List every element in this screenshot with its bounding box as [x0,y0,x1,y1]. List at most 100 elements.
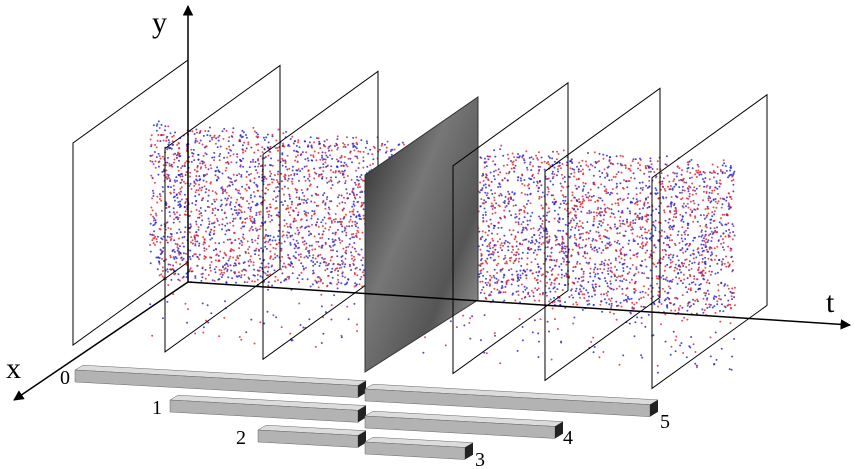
event-point [548,210,551,213]
event-point [486,257,489,260]
event-point [694,236,697,239]
event-point [491,192,494,195]
event-point [321,236,324,239]
event-point [523,184,526,187]
event-point [275,206,278,209]
event-point [230,135,233,138]
event-point [688,185,691,188]
event-point [619,197,622,200]
event-point [238,271,240,274]
event-point [517,290,520,293]
event-point [535,239,538,241]
event-point [538,197,541,200]
event-point [156,139,159,142]
event-point [696,163,699,166]
event-point [209,231,212,234]
event-point [340,282,343,285]
event-point [276,186,279,188]
event-point [149,154,152,157]
event-point [326,285,328,288]
event-point [258,162,260,165]
event-point [189,175,191,178]
event-point [540,156,543,159]
event-point [175,257,178,260]
event-point [242,131,245,134]
event-point [202,174,205,176]
event-point [573,316,576,319]
event-point [558,217,561,220]
event-point [628,180,631,182]
event-point [299,154,302,156]
event-point [602,351,605,353]
event-point [635,268,638,271]
event-point [334,170,337,172]
event-point [672,171,675,174]
event-point [677,272,679,275]
event-point [283,240,286,243]
event-point [621,280,624,283]
event-point [213,156,216,159]
event-point [178,152,181,155]
event-point [267,216,270,218]
event-point [733,234,736,237]
event-point [684,286,687,289]
event-point [205,230,207,233]
event-point [532,295,535,298]
event-point [169,215,172,217]
event-point [691,167,694,170]
event-point [715,206,718,209]
event-point [294,159,297,162]
event-point [545,236,548,239]
event-point [336,221,339,224]
event-point [541,207,544,209]
event-point [707,257,710,260]
event-point [489,155,492,158]
event-point [560,189,563,192]
event-point [305,242,308,245]
event-point [303,210,306,213]
event-point [584,244,587,247]
event-point [687,161,690,164]
event-point [573,242,576,245]
event-point [238,208,240,211]
event-point [607,290,609,293]
event-point [336,255,339,258]
event-point [283,262,285,265]
event-point [690,336,693,338]
event-point [178,279,181,282]
event-point [195,231,198,233]
event-point [249,196,252,199]
event-point [687,188,690,191]
event-point [493,149,496,152]
event-point [564,254,567,257]
event-point [668,218,671,221]
event-point [310,159,313,162]
event-point [703,278,706,281]
event-point [241,236,244,239]
event-point [319,253,322,256]
event-point [702,190,705,193]
event-point [640,264,643,267]
event-point [515,290,518,293]
event-point [593,249,596,252]
event-point [336,283,339,286]
event-point [723,162,726,165]
event-point [697,263,700,266]
event-point [185,252,187,255]
event-point [528,177,531,180]
event-point [661,258,664,261]
event-point [573,204,576,207]
event-point [152,124,155,127]
event-point [360,178,363,181]
event-point [189,223,192,226]
event-point [351,257,353,260]
event-point [177,204,180,207]
event-point [721,172,724,175]
event-point [332,171,335,174]
event-point [321,233,324,236]
event-point [636,316,639,319]
event-point [551,307,554,310]
event-point [484,231,487,234]
event-point [157,165,160,168]
event-point [618,232,621,235]
